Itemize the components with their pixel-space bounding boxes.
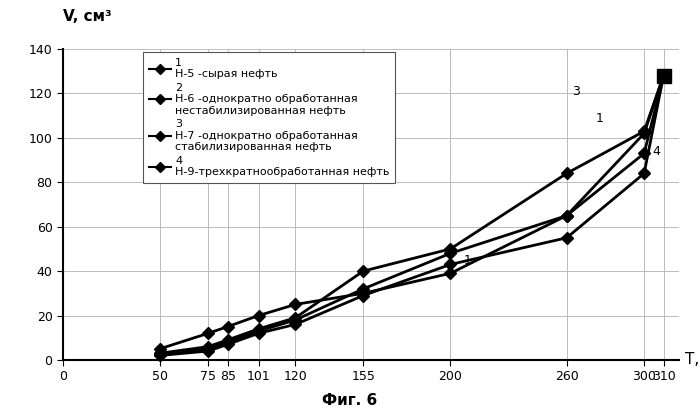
Text: V, см³: V, см³	[63, 9, 112, 24]
Text: 1: 1	[464, 254, 472, 267]
Text: Фиг. 6: Фиг. 6	[323, 393, 377, 408]
Text: T, °C: T, °C	[685, 353, 700, 367]
Text: 1: 1	[596, 112, 603, 125]
Text: 4: 4	[652, 145, 660, 158]
Legend: 1
Н-5 -сырая нефть, 2
Н-6 -однократно обработанная
нестабилизированная нефть, 3
: 1 Н-5 -сырая нефть, 2 Н-6 -однократно об…	[143, 52, 396, 183]
Text: 3: 3	[573, 85, 580, 98]
